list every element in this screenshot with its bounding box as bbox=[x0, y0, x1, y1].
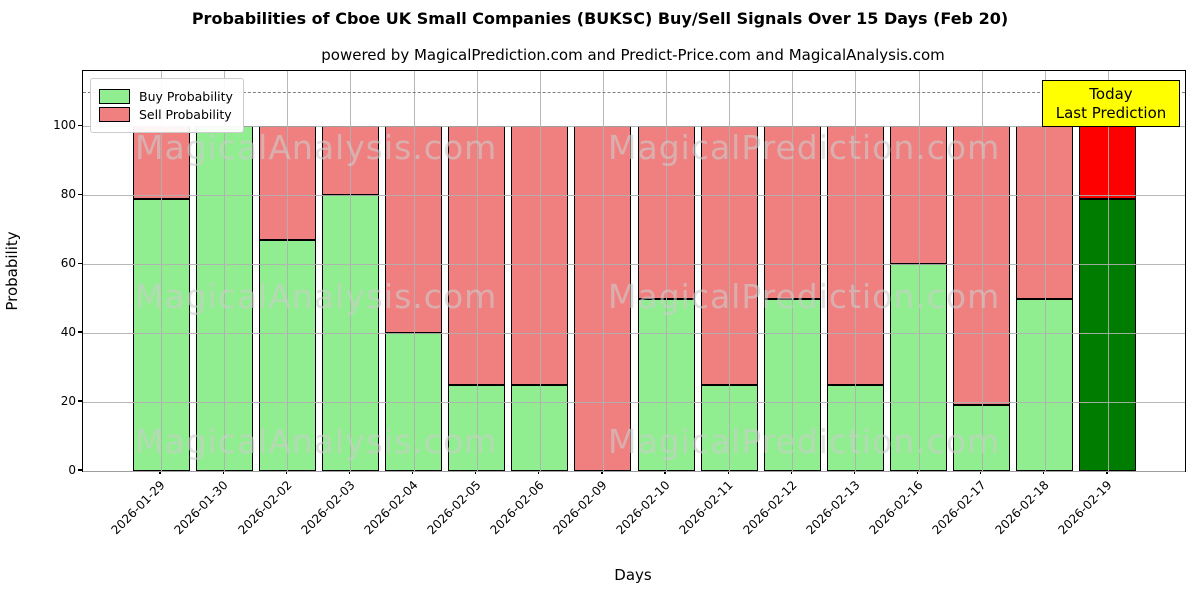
gridline-vertical bbox=[666, 71, 668, 471]
x-tick-mark bbox=[1043, 470, 1045, 474]
watermark-text: MagicalPrediction.com bbox=[608, 422, 1001, 461]
x-tick-label: 2026-02-12 bbox=[740, 478, 800, 538]
x-axis-label: Days bbox=[614, 566, 652, 584]
x-tick-mark bbox=[475, 470, 477, 474]
x-tick-label: 2026-02-05 bbox=[424, 478, 484, 538]
y-tick-mark bbox=[78, 469, 82, 471]
gridline-horizontal bbox=[83, 264, 1185, 266]
today-annotation-line2: Last Prediction bbox=[1055, 103, 1167, 122]
gridline-horizontal bbox=[83, 195, 1185, 197]
x-tick-label: 2026-02-06 bbox=[487, 478, 547, 538]
y-tick-label: 0 bbox=[68, 462, 76, 477]
watermark-text: MagicalAnalysis.com bbox=[135, 277, 498, 316]
x-tick-label: 2026-02-04 bbox=[361, 478, 421, 538]
x-tick-label: 2026-02-19 bbox=[1055, 478, 1115, 538]
x-tick-label: 2026-02-17 bbox=[929, 478, 989, 538]
x-tick-mark bbox=[980, 470, 982, 474]
x-tick-mark bbox=[916, 470, 919, 474]
gridline-vertical bbox=[792, 71, 794, 471]
x-tick-label: 2026-02-11 bbox=[676, 478, 737, 538]
x-tick-label: 2026-02-02 bbox=[234, 478, 295, 538]
x-tick-mark bbox=[601, 470, 603, 474]
plot-area bbox=[82, 70, 1186, 472]
gridline-vertical bbox=[855, 71, 857, 471]
y-tick-mark bbox=[78, 331, 82, 333]
y-tick-mark bbox=[78, 400, 82, 402]
gridline-vertical bbox=[729, 71, 731, 471]
y-tick-mark bbox=[78, 193, 82, 195]
watermark-text: MagicalAnalysis.com bbox=[135, 422, 498, 461]
x-tick-label: 2026-01-29 bbox=[108, 478, 168, 538]
y-tick-mark bbox=[78, 262, 82, 264]
x-tick-mark bbox=[727, 470, 729, 474]
x-tick-mark bbox=[348, 470, 350, 474]
gridline-horizontal bbox=[83, 333, 1185, 335]
x-tick-mark bbox=[411, 470, 414, 474]
x-tick-label: 2026-02-10 bbox=[613, 478, 673, 538]
chart-subtitle: powered by MagicalPrediction.com and Pre… bbox=[321, 46, 945, 64]
x-tick-mark bbox=[222, 470, 224, 474]
gridline-vertical bbox=[224, 71, 226, 471]
x-tick-mark bbox=[159, 470, 161, 474]
today-annotation: Today Last Prediction bbox=[1042, 80, 1180, 127]
gridline-vertical bbox=[981, 71, 983, 471]
threshold-dashed-line bbox=[83, 91, 1185, 93]
gridline-vertical bbox=[602, 71, 604, 471]
legend: Buy Probability Sell Probability bbox=[90, 78, 244, 133]
x-tick-label: 2026-02-03 bbox=[298, 478, 358, 538]
gridline-vertical bbox=[350, 71, 352, 471]
gridline-vertical bbox=[413, 71, 415, 471]
gridline-vertical bbox=[1044, 71, 1046, 471]
x-tick-label: 2026-02-18 bbox=[992, 478, 1052, 538]
x-tick-mark bbox=[538, 470, 540, 474]
y-tick-mark bbox=[78, 124, 82, 126]
gridline-vertical bbox=[918, 71, 920, 471]
legend-label-buy: Buy Probability bbox=[139, 89, 233, 104]
y-tick-label: 60 bbox=[60, 255, 76, 270]
gridline-vertical bbox=[539, 71, 541, 471]
gridline-vertical bbox=[161, 71, 162, 471]
legend-label-sell: Sell Probability bbox=[139, 107, 232, 122]
sell-swatch-icon bbox=[99, 107, 130, 122]
gridline-vertical bbox=[287, 71, 289, 471]
gridline-horizontal bbox=[83, 126, 1185, 128]
legend-item-buy: Buy Probability bbox=[99, 89, 233, 104]
y-tick-label: 40 bbox=[60, 324, 76, 339]
x-tick-mark bbox=[790, 470, 792, 474]
x-tick-mark bbox=[285, 470, 287, 474]
x-tick-label: 2026-02-16 bbox=[866, 478, 926, 538]
gridline-vertical bbox=[1107, 71, 1109, 471]
gridline-horizontal bbox=[83, 402, 1185, 404]
buy-swatch-icon bbox=[99, 89, 130, 104]
gridline-vertical bbox=[476, 71, 478, 471]
watermark-text: MagicalAnalysis.com bbox=[135, 128, 498, 167]
today-annotation-line1: Today bbox=[1089, 84, 1133, 103]
x-tick-label: 2026-02-09 bbox=[550, 478, 610, 538]
chart-title: Probabilities of Cboe UK Small Companies… bbox=[191, 9, 1009, 28]
y-tick-label: 100 bbox=[53, 117, 76, 132]
legend-item-sell: Sell Probability bbox=[99, 107, 233, 122]
x-tick-label: 2026-02-13 bbox=[803, 478, 863, 538]
x-tick-label: 2026-01-30 bbox=[171, 478, 232, 538]
watermark-text: MagicalPrediction.com bbox=[608, 277, 1001, 316]
watermark-text: MagicalPrediction.com bbox=[608, 128, 1001, 167]
x-tick-mark bbox=[1106, 470, 1108, 474]
y-tick-label: 80 bbox=[60, 186, 76, 201]
x-tick-mark bbox=[664, 470, 666, 474]
gridline-horizontal bbox=[83, 471, 1185, 472]
y-tick-label: 20 bbox=[60, 393, 76, 408]
x-tick-mark bbox=[853, 470, 856, 474]
